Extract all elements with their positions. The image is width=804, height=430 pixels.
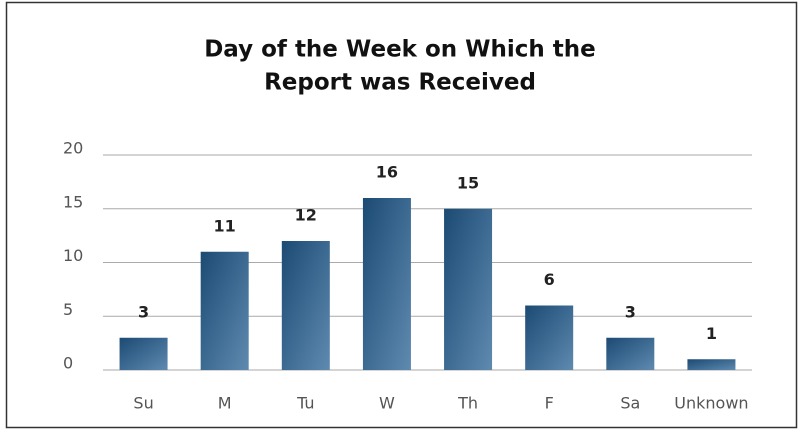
chart-title: Report was Received <box>264 70 536 96</box>
x-tick-label: Tu <box>296 394 314 413</box>
chart-title: Day of the Week on Which the <box>204 37 596 63</box>
y-tick-label: 20 <box>63 139 83 158</box>
x-tick-label: Su <box>133 394 153 413</box>
x-tick-label: Th <box>457 394 478 413</box>
y-tick-label: 15 <box>63 192 83 211</box>
data-label: 6 <box>544 270 555 289</box>
bar <box>200 251 249 370</box>
data-label: 3 <box>625 302 636 321</box>
x-tick-label: Unknown <box>674 394 748 413</box>
data-label: 11 <box>214 216 236 235</box>
bar <box>687 359 736 370</box>
bar <box>281 241 330 370</box>
x-tick-label: Sa <box>620 394 640 413</box>
x-tick-label: M <box>218 394 232 413</box>
bar <box>606 337 655 370</box>
x-tick-label: F <box>545 394 554 413</box>
bar <box>525 305 574 370</box>
data-label: 12 <box>295 206 317 225</box>
bar <box>119 337 168 370</box>
y-tick-label: 10 <box>63 246 83 265</box>
bar <box>362 198 411 370</box>
data-label: 16 <box>376 163 398 182</box>
x-tick-label: W <box>379 394 395 413</box>
bar <box>444 208 493 370</box>
y-tick-label: 0 <box>63 354 73 373</box>
y-tick-label: 5 <box>63 300 73 319</box>
data-label: 15 <box>457 173 479 192</box>
data-label: 3 <box>138 302 149 321</box>
data-label: 1 <box>706 324 717 343</box>
